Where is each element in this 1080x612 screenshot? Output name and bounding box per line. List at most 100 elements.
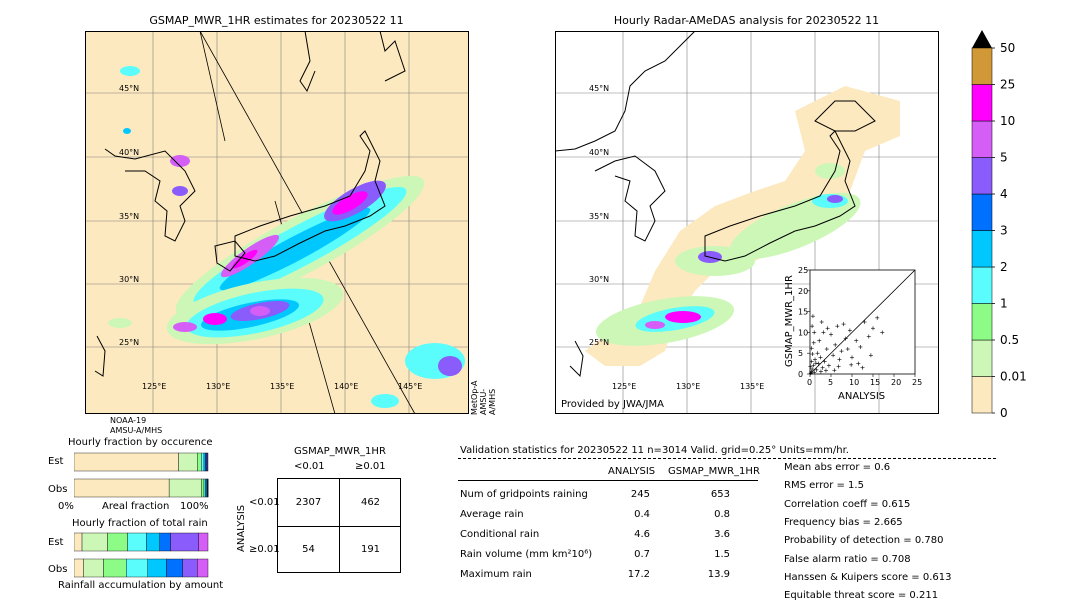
validation-row-analysis: 0.4 <box>634 509 650 520</box>
scatter-point <box>854 338 859 343</box>
fraction-bar-segment <box>81 532 108 552</box>
fraction-bar-segment <box>203 478 206 498</box>
scatter-point <box>823 368 828 373</box>
occurrence-bars <box>74 452 209 498</box>
validation-row-label: Num of gridpoints raining <box>460 489 588 500</box>
scatter-plot: 00 5 5 10 10 15 15 20 20 25 25 ANALYSIS GSMAP_MWR_… <box>784 266 922 402</box>
contingency-row2: ≥0.01 <box>249 544 280 555</box>
colorbar-tick-label: 5 <box>1000 151 1008 165</box>
scatter-point <box>866 334 871 339</box>
right-lat-35: 35°N <box>589 212 609 221</box>
colorbar-tick-label: 50 <box>1000 41 1015 55</box>
scatter-point <box>847 328 852 333</box>
colorbar-level-5 <box>971 193 993 231</box>
rain-bars <box>74 532 209 578</box>
left-lat-30: 30°N <box>119 275 139 284</box>
fraction-title-2: Hourly fraction of total rain <box>72 518 208 529</box>
contingency-row-label: ANALYSIS <box>236 504 247 552</box>
validation-row-analysis: 17.2 <box>627 569 650 580</box>
fraction-bar-segment <box>198 532 209 552</box>
cell-fp: 462 <box>360 497 381 508</box>
scatter-point <box>845 347 850 352</box>
colorbar-tick-label: 10 <box>1000 114 1015 128</box>
right-lat-45: 45°N <box>589 84 609 93</box>
contingency-row1: <0.01 <box>249 497 280 508</box>
scatter-point <box>868 353 873 358</box>
left-rain-patches <box>108 66 465 408</box>
right-radar-coverage <box>585 86 900 366</box>
validation-subdivider <box>458 480 758 481</box>
scatter-point <box>843 336 848 341</box>
scatter-point <box>829 332 833 337</box>
left-lat-35: 35°N <box>119 212 139 221</box>
validation-row-gsmap: 3.6 <box>714 529 730 540</box>
left-map: 45°N 40°N 35°N 30°N 25°N 125°E 130°E 135… <box>85 31 469 414</box>
scatter-ytick: 0 <box>798 370 803 379</box>
fraction-bar-segment <box>197 558 209 578</box>
fraction-bar-segment <box>205 478 207 498</box>
validation-row-label: Rain volume (mm km²10⁶) <box>460 549 593 560</box>
validation-score: Probability of detection = 0.780 <box>784 535 944 547</box>
cell-tp: 191 <box>360 544 381 555</box>
scatter-point <box>811 363 816 368</box>
scatter-point <box>835 324 840 329</box>
scatter-point <box>815 351 820 356</box>
validation-score: False alarm ratio = 0.708 <box>784 553 911 565</box>
scatter-point <box>824 347 829 352</box>
fraction-axis-left: 0% <box>58 501 74 512</box>
fraction-bar-segment <box>74 558 84 578</box>
validation-row-gsmap: 0.8 <box>714 509 730 520</box>
scatter-point <box>832 368 837 373</box>
scatter-point <box>821 330 826 335</box>
scatter-point <box>858 344 863 349</box>
colorbar-tick-label: 0 <box>1000 406 1008 418</box>
validation-row-label: Average rain <box>460 509 524 520</box>
right-sat-label: MetOp-A AMSU-A/MHS <box>470 380 497 415</box>
scatter-ytick: 25 <box>798 266 808 275</box>
scatter-point <box>813 357 818 362</box>
left-lat-45: 45°N <box>119 84 139 93</box>
scatter-point <box>812 370 817 375</box>
validation-row-label: Maximum rain <box>460 569 532 580</box>
fraction-bar-segment <box>170 532 199 552</box>
scatter-point <box>856 361 861 366</box>
fraction-bar-segment <box>146 532 160 552</box>
left-map-title: GSMAP_MWR_1HR estimates for 20230522 11 <box>149 14 404 27</box>
fraction-axis-right: 100% <box>180 501 209 512</box>
scatter-diagonal <box>809 269 916 375</box>
right-lon-135: 135°E <box>740 382 764 391</box>
left-lon-135: 135°E <box>270 382 294 391</box>
scatter-point <box>822 359 827 364</box>
right-map-title: Hourly Radar-AMeDAS analysis for 2023052… <box>613 14 880 27</box>
colorbar-tick-label: 4 <box>1000 187 1008 201</box>
scatter-point <box>808 364 813 369</box>
fraction-obs-label-1: Obs <box>48 484 68 495</box>
validation-row-analysis: 245 <box>630 489 650 500</box>
scatter-point <box>810 352 815 357</box>
colorbar-level-3 <box>971 266 993 304</box>
right-rain-patches <box>595 163 861 346</box>
scatter-point <box>810 314 815 319</box>
left-lat-40: 40°N <box>119 148 139 157</box>
scatter-point <box>809 346 814 351</box>
fraction-bar-segment <box>74 478 170 498</box>
left-lon-125: 125°E <box>142 382 166 391</box>
right-credit: Provided by JWA/JMA <box>561 399 664 410</box>
fraction-bar-segment <box>205 452 207 472</box>
scatter-point <box>837 357 842 362</box>
scatter-point <box>849 362 854 367</box>
left-sat-label: NOAA-19 AMSU-A/MHS <box>110 416 163 435</box>
contingency-col2: ≥0.01 <box>355 461 386 472</box>
validation-header: Validation statistics for 20230522 11 n=… <box>460 445 849 456</box>
scatter-point <box>860 365 865 370</box>
scatter-point <box>836 364 841 369</box>
fraction-est-label-2: Est <box>48 537 64 548</box>
colorbar-tick-label: 0.01 <box>1000 370 1027 384</box>
fraction-bar-segment <box>203 452 206 472</box>
fraction-bar-segment <box>83 558 104 578</box>
fraction-axis-mid: Areal fraction <box>102 501 170 512</box>
colorbar-level-4 <box>971 230 993 268</box>
scatter-point <box>862 320 867 324</box>
scatter-ytick: 20 <box>798 287 808 296</box>
fraction-bar-segment <box>107 532 128 552</box>
